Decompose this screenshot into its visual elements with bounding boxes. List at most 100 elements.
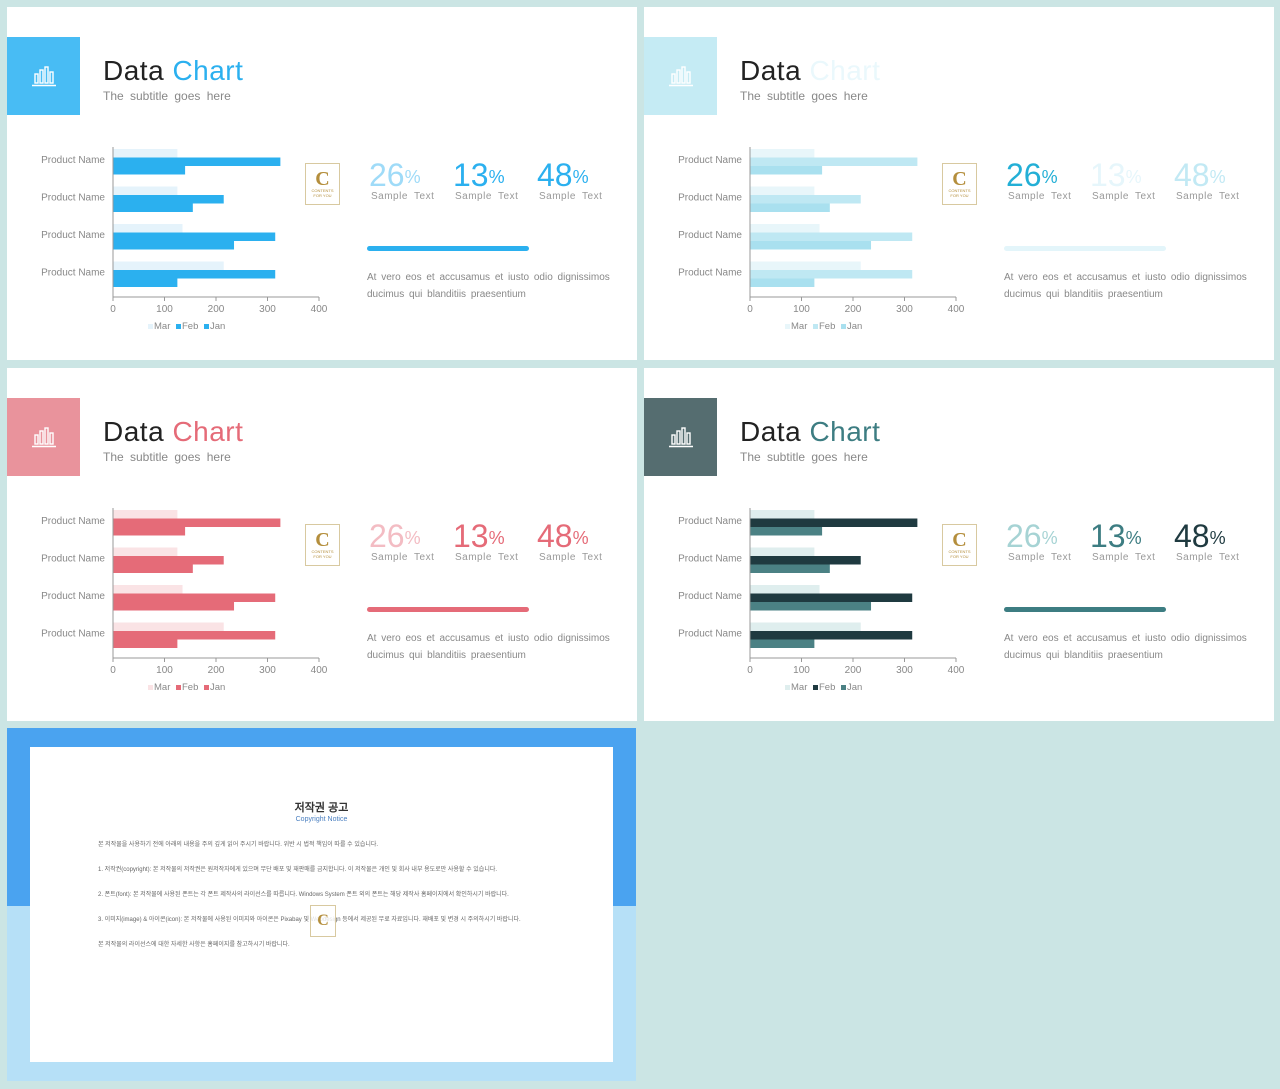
bar-mar [113,585,183,594]
copyright-intro: 본 저작물을 사용하기 전에 아래의 내용을 주의 깊게 읽어 주시기 바랍니다… [98,842,379,848]
legend-label: Mar [154,682,170,693]
stat-1: 26% Sample Text [369,518,449,563]
copyright-body: 본 저작물을 사용하기 전에 아래의 내용을 주의 깊게 읽어 주시기 바랍니다… [98,839,546,964]
legend-swatch [813,685,818,690]
bar-mar [750,261,861,270]
stat-3: 48% Sample Text [537,518,617,563]
bar-chart-icon [31,66,56,87]
category-label: Product Name [678,230,742,241]
stat-value: 48% [537,518,589,554]
bar-mar [750,622,861,631]
category-label: Product Name [41,629,105,640]
legend-label: Jan [210,682,225,693]
slide-blue[interactable]: Data Chart The subtitle goes here Produc… [7,7,637,360]
x-tick-label: 0 [110,304,116,315]
bar-feb [750,270,913,279]
accent-line [1004,246,1166,251]
accent-line [367,607,529,612]
slide-pink[interactable]: Data Chart The subtitle goes here Produc… [7,368,637,721]
bar-mar [750,224,820,233]
slide-copyright[interactable]: 저작권 공고 Copyright Notice 본 저작물을 사용하기 전에 아… [7,728,636,1081]
bar-feb [750,195,861,204]
bar-mar [750,186,815,195]
logo-letter: C [952,168,967,190]
stat-2: 13% Sample Text [1090,157,1170,202]
category-label: Product Name [678,193,742,204]
x-tick-label: 100 [793,304,810,315]
body-paragraph: At vero eos et accusamus et iusto odio d… [367,633,610,661]
legend-label: Feb [819,682,835,693]
title-word-chart: Chart [172,55,244,86]
legend-label: Feb [819,321,835,332]
page-subtitle: The subtitle goes here [740,89,868,103]
stat-label: Sample Text [1176,191,1240,202]
legend-label: Mar [154,321,170,332]
contents-logo-watermark: C [310,905,336,937]
bar-feb [113,518,281,527]
contents-logo: C CONTENTS FOR YOU [942,163,977,205]
page-title: Data Chart [103,416,243,448]
bar-jan [113,602,235,611]
category-label: Product Name [678,629,742,640]
bar-jan [750,241,872,250]
chart-icon-box [644,37,717,115]
legend-label: Feb [182,682,198,693]
bar-mar [113,547,178,556]
copyright-subtitle: Copyright Notice [295,816,348,823]
legend-swatch [785,324,790,329]
bar-feb [113,593,276,602]
category-label: Product Name [678,591,742,602]
bar-chart: Product Name Product Name Product Name Prod… [41,147,328,332]
stat-2: 13% Sample Text [453,157,533,202]
stat-value: 26% [1006,157,1058,193]
legend-swatch [204,324,209,329]
contents-logo: C CONTENTS FOR YOU [942,524,977,566]
stat-label: Sample Text [1092,191,1156,202]
title-word-chart: Chart [172,416,244,447]
title-word-data: Data [740,416,802,447]
legend-label: Jan [847,321,862,332]
page-subtitle: The subtitle goes here [103,89,231,103]
title-word-chart: Chart [809,55,881,86]
copyright-section-1: 1. 저작권(copyright): 본 저작물의 저작권은 원저작자에게 있으… [98,867,498,873]
bar-feb [750,631,913,640]
bar-mar [113,186,178,195]
stat-value: 13% [453,518,505,554]
contents-logo: C CONTENTS FOR YOU [305,524,340,566]
stat-1: 26% Sample Text [369,157,449,202]
bar-jan [113,639,178,648]
x-tick-label: 0 [110,665,116,676]
stat-value: 48% [1174,157,1226,193]
page-title: Data Chart [740,416,880,448]
legend-swatch [841,685,846,690]
chart-icon-box [7,398,80,476]
bar-chart: Product Name Product Name Product Name Prod… [678,508,965,693]
title-word-data: Data [740,55,802,86]
legend-label: Jan [847,682,862,693]
bar-jan [750,564,830,573]
bar-feb [750,232,913,241]
contents-logo: C CONTENTS FOR YOU [305,163,340,205]
legend-label: Mar [791,682,807,693]
x-tick-label: 200 [208,665,225,676]
legend-swatch [841,324,846,329]
stat-value: 26% [1006,518,1058,554]
stat-1: 26% Sample Text [1006,157,1086,202]
stat-2: 13% Sample Text [1090,518,1170,563]
bar-jan [113,527,186,536]
logo-line2: FOR YOU [950,554,969,559]
stat-value: 13% [453,157,505,193]
x-tick-label: 100 [793,665,810,676]
slide-teal[interactable]: Data Chart The subtitle goes here Produc… [644,368,1274,721]
x-tick-label: 300 [259,665,276,676]
stat-value: 48% [537,157,589,193]
stat-3: 48% Sample Text [1174,157,1254,202]
slide-light-blue[interactable]: Data Chart The subtitle goes here Produc… [644,7,1274,360]
stat-1: 26% Sample Text [1006,518,1086,563]
x-tick-label: 300 [259,304,276,315]
bar-chart: Product Name Product Name Product Name Prod… [41,508,328,693]
body-paragraph: At vero eos et accusamus et iusto odio d… [1004,633,1247,661]
chart-icon-box [644,398,717,476]
bar-jan [750,166,823,175]
category-label: Product Name [678,554,742,565]
